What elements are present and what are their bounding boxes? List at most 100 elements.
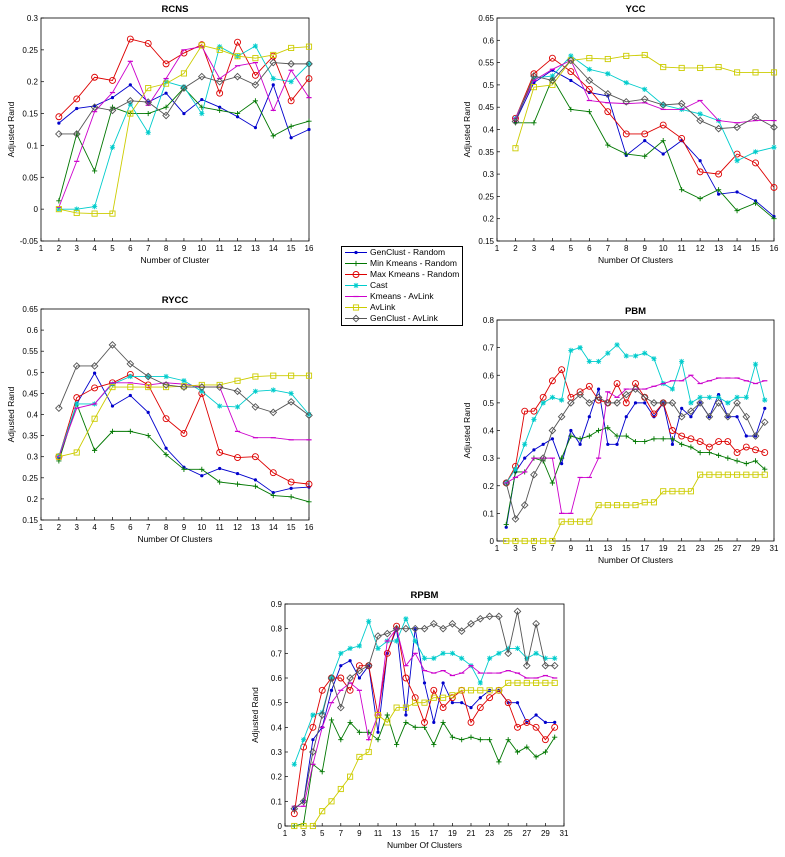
- x-tick-label: 16: [305, 523, 314, 532]
- data-point: [252, 483, 258, 489]
- data-point: [552, 655, 558, 661]
- data-point: [706, 450, 712, 456]
- x-tick-label: 9: [643, 244, 648, 253]
- data-point: [696, 399, 704, 407]
- data-point: [375, 645, 381, 651]
- series-min-kmeans-random: [512, 75, 777, 222]
- x-tick-label: 9: [569, 544, 574, 553]
- plot-area: [284, 603, 565, 827]
- data-point: [431, 742, 437, 748]
- x-tick-label: 11: [374, 829, 383, 838]
- data-point: [715, 170, 723, 178]
- data-point: [697, 111, 703, 117]
- data-point: [270, 372, 277, 379]
- legend-marker: [345, 282, 367, 289]
- y-tick-label: 0.5: [27, 368, 39, 377]
- data-point: [251, 71, 259, 79]
- y-tick-label: 0: [278, 822, 283, 831]
- y-tick-label: 0.2: [483, 482, 495, 491]
- data-point: [533, 650, 539, 656]
- data-point: [559, 397, 565, 403]
- data-point: [752, 149, 759, 155]
- data-point: [687, 407, 695, 415]
- data-point: [752, 458, 759, 464]
- data-point: [251, 453, 259, 461]
- x-tick-label: 12: [233, 244, 242, 253]
- data-point: [291, 822, 298, 830]
- data-point: [696, 116, 704, 125]
- data-point: [301, 737, 307, 743]
- data-point: [595, 427, 602, 434]
- data-point: [217, 107, 223, 113]
- data-point: [486, 694, 494, 702]
- data-point: [198, 381, 205, 389]
- data-point: [614, 433, 620, 439]
- data-point: [567, 518, 574, 525]
- series-line: [58, 44, 310, 215]
- data-point: [523, 456, 527, 460]
- data-point: [716, 452, 722, 458]
- data-point: [402, 624, 410, 633]
- data-point: [706, 394, 712, 400]
- data-point: [531, 120, 537, 126]
- data-point: [90, 103, 99, 112]
- data-point: [641, 499, 648, 506]
- data-point: [614, 342, 620, 348]
- data-point: [659, 399, 668, 407]
- data-point: [624, 415, 628, 419]
- data-point: [346, 674, 354, 682]
- data-point: [576, 390, 584, 399]
- data-point: [307, 127, 311, 132]
- data-point: [522, 661, 531, 670]
- legend-symbol: [352, 304, 360, 311]
- data-point: [200, 97, 204, 102]
- data-point: [290, 804, 299, 813]
- y-tick-label: 0.55: [22, 347, 38, 356]
- x-tick-label: 7: [550, 544, 555, 553]
- data-point: [632, 353, 639, 359]
- legend-marker: [345, 250, 367, 255]
- data-point: [402, 674, 410, 682]
- x-tick-label: 6: [587, 244, 592, 253]
- x-tick-label: 19: [448, 829, 457, 838]
- data-point: [288, 494, 294, 500]
- data-point: [441, 681, 445, 685]
- y-tick-label: 0.3: [27, 453, 39, 462]
- data-point: [532, 619, 540, 628]
- data-point: [734, 158, 740, 164]
- data-point: [73, 449, 80, 456]
- data-point: [56, 198, 62, 204]
- data-point: [677, 412, 686, 421]
- data-point: [761, 449, 769, 457]
- series-genclust-avlink: [511, 56, 778, 133]
- data-point: [327, 674, 336, 682]
- data-point: [642, 153, 648, 159]
- data-point: [181, 378, 187, 384]
- data-point: [127, 428, 133, 434]
- x-tick-label: 3: [513, 544, 518, 553]
- data-point: [641, 51, 648, 59]
- data-point: [687, 435, 695, 443]
- y-tick-label: 0.6: [27, 326, 39, 335]
- data-point: [216, 449, 224, 456]
- data-point: [163, 451, 169, 458]
- x-tick-label: 16: [770, 244, 779, 253]
- data-point: [735, 190, 739, 194]
- data-point: [706, 471, 713, 478]
- x-tick-label: 13: [251, 244, 260, 253]
- series-min-kmeans-random: [291, 712, 558, 829]
- data-point: [770, 123, 778, 132]
- data-point: [734, 394, 740, 400]
- x-tick-label: 14: [269, 523, 278, 532]
- data-point: [606, 442, 610, 446]
- data-point: [430, 694, 437, 701]
- data-point: [543, 720, 548, 725]
- data-point: [328, 717, 335, 723]
- y-tick-label: 0.25: [22, 474, 38, 483]
- data-point: [218, 466, 222, 471]
- data-point: [288, 79, 294, 85]
- x-tick-label: 11: [678, 244, 687, 253]
- data-point: [287, 398, 295, 406]
- x-tick-label: 25: [714, 544, 723, 553]
